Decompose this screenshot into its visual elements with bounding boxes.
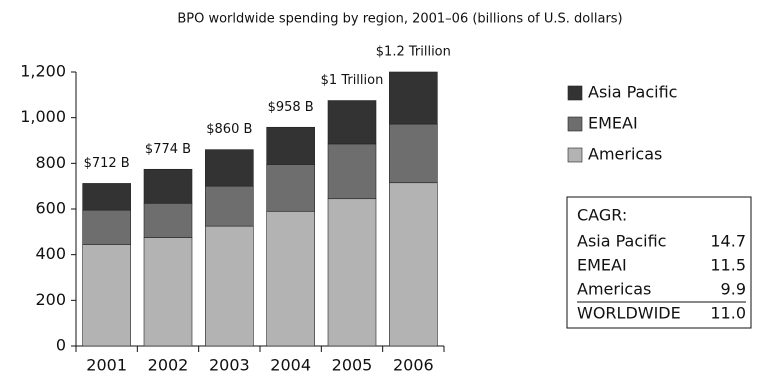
bar-segment [389, 71, 438, 125]
x-tick-label: 2006 [393, 356, 434, 375]
bar-segment [143, 237, 193, 347]
bar-segment [82, 244, 131, 347]
y-tick-label: 1,200 [20, 62, 66, 81]
bar-segment [327, 143, 377, 200]
chart-title: BPO worldwide spending by region, 2001–0… [177, 12, 622, 27]
x-tick-label: 2003 [209, 356, 250, 375]
total-label: $860 B [206, 122, 252, 137]
bar-segment [389, 123, 438, 184]
bar-segment [389, 182, 438, 347]
x-tick-label: 2004 [270, 356, 311, 375]
total-label: $1 Trillion [321, 73, 384, 88]
cagr-value: 11.5 [710, 256, 746, 275]
bar-segment [205, 225, 254, 347]
bar-segment [266, 126, 315, 165]
x-tick-label: 2001 [86, 356, 127, 375]
y-tick-label: 200 [35, 290, 66, 309]
y-tick-label: 1,000 [20, 107, 66, 126]
bar-segment [82, 183, 131, 211]
x-tick-label: 2002 [148, 356, 189, 375]
cagr-title: CAGR: [577, 206, 627, 225]
legend-label: EMEAI [588, 114, 638, 133]
cagr-value: 14.7 [710, 232, 746, 251]
bar-segment [82, 209, 131, 245]
bar-segment [266, 164, 315, 212]
bar-segment [205, 149, 254, 187]
total-label: $774 B [145, 142, 191, 157]
total-label: $712 B [84, 156, 130, 171]
x-tick-label: 2005 [332, 356, 373, 375]
cagr-label: WORLDWIDE [577, 304, 681, 323]
y-tick-label: 600 [35, 199, 66, 218]
y-tick-label: 400 [35, 244, 66, 263]
bar-segment [143, 202, 193, 238]
bar-segment [327, 198, 377, 347]
cagr-label: EMEAI [577, 256, 627, 275]
y-tick-label: 0 [56, 336, 66, 355]
cagr-box [566, 196, 752, 329]
legend-label: Americas [588, 145, 662, 164]
bar-segment [143, 168, 193, 204]
legend-swatch [567, 85, 583, 101]
legend-swatch [567, 147, 583, 163]
cagr-label: Americas [577, 280, 651, 299]
legend-label: Asia Pacific [588, 83, 677, 102]
total-label: $1.2 Trillion [376, 45, 451, 60]
y-tick-label: 800 [35, 153, 66, 172]
cagr-label: Asia Pacific [577, 232, 666, 251]
cagr-value: 9.9 [721, 280, 746, 299]
total-label: $958 B [268, 100, 314, 115]
bar-segment [327, 100, 377, 145]
cagr-value: 11.0 [710, 304, 746, 323]
legend-swatch [567, 116, 583, 132]
bar-segment [205, 185, 254, 227]
bar-segment [266, 210, 315, 347]
